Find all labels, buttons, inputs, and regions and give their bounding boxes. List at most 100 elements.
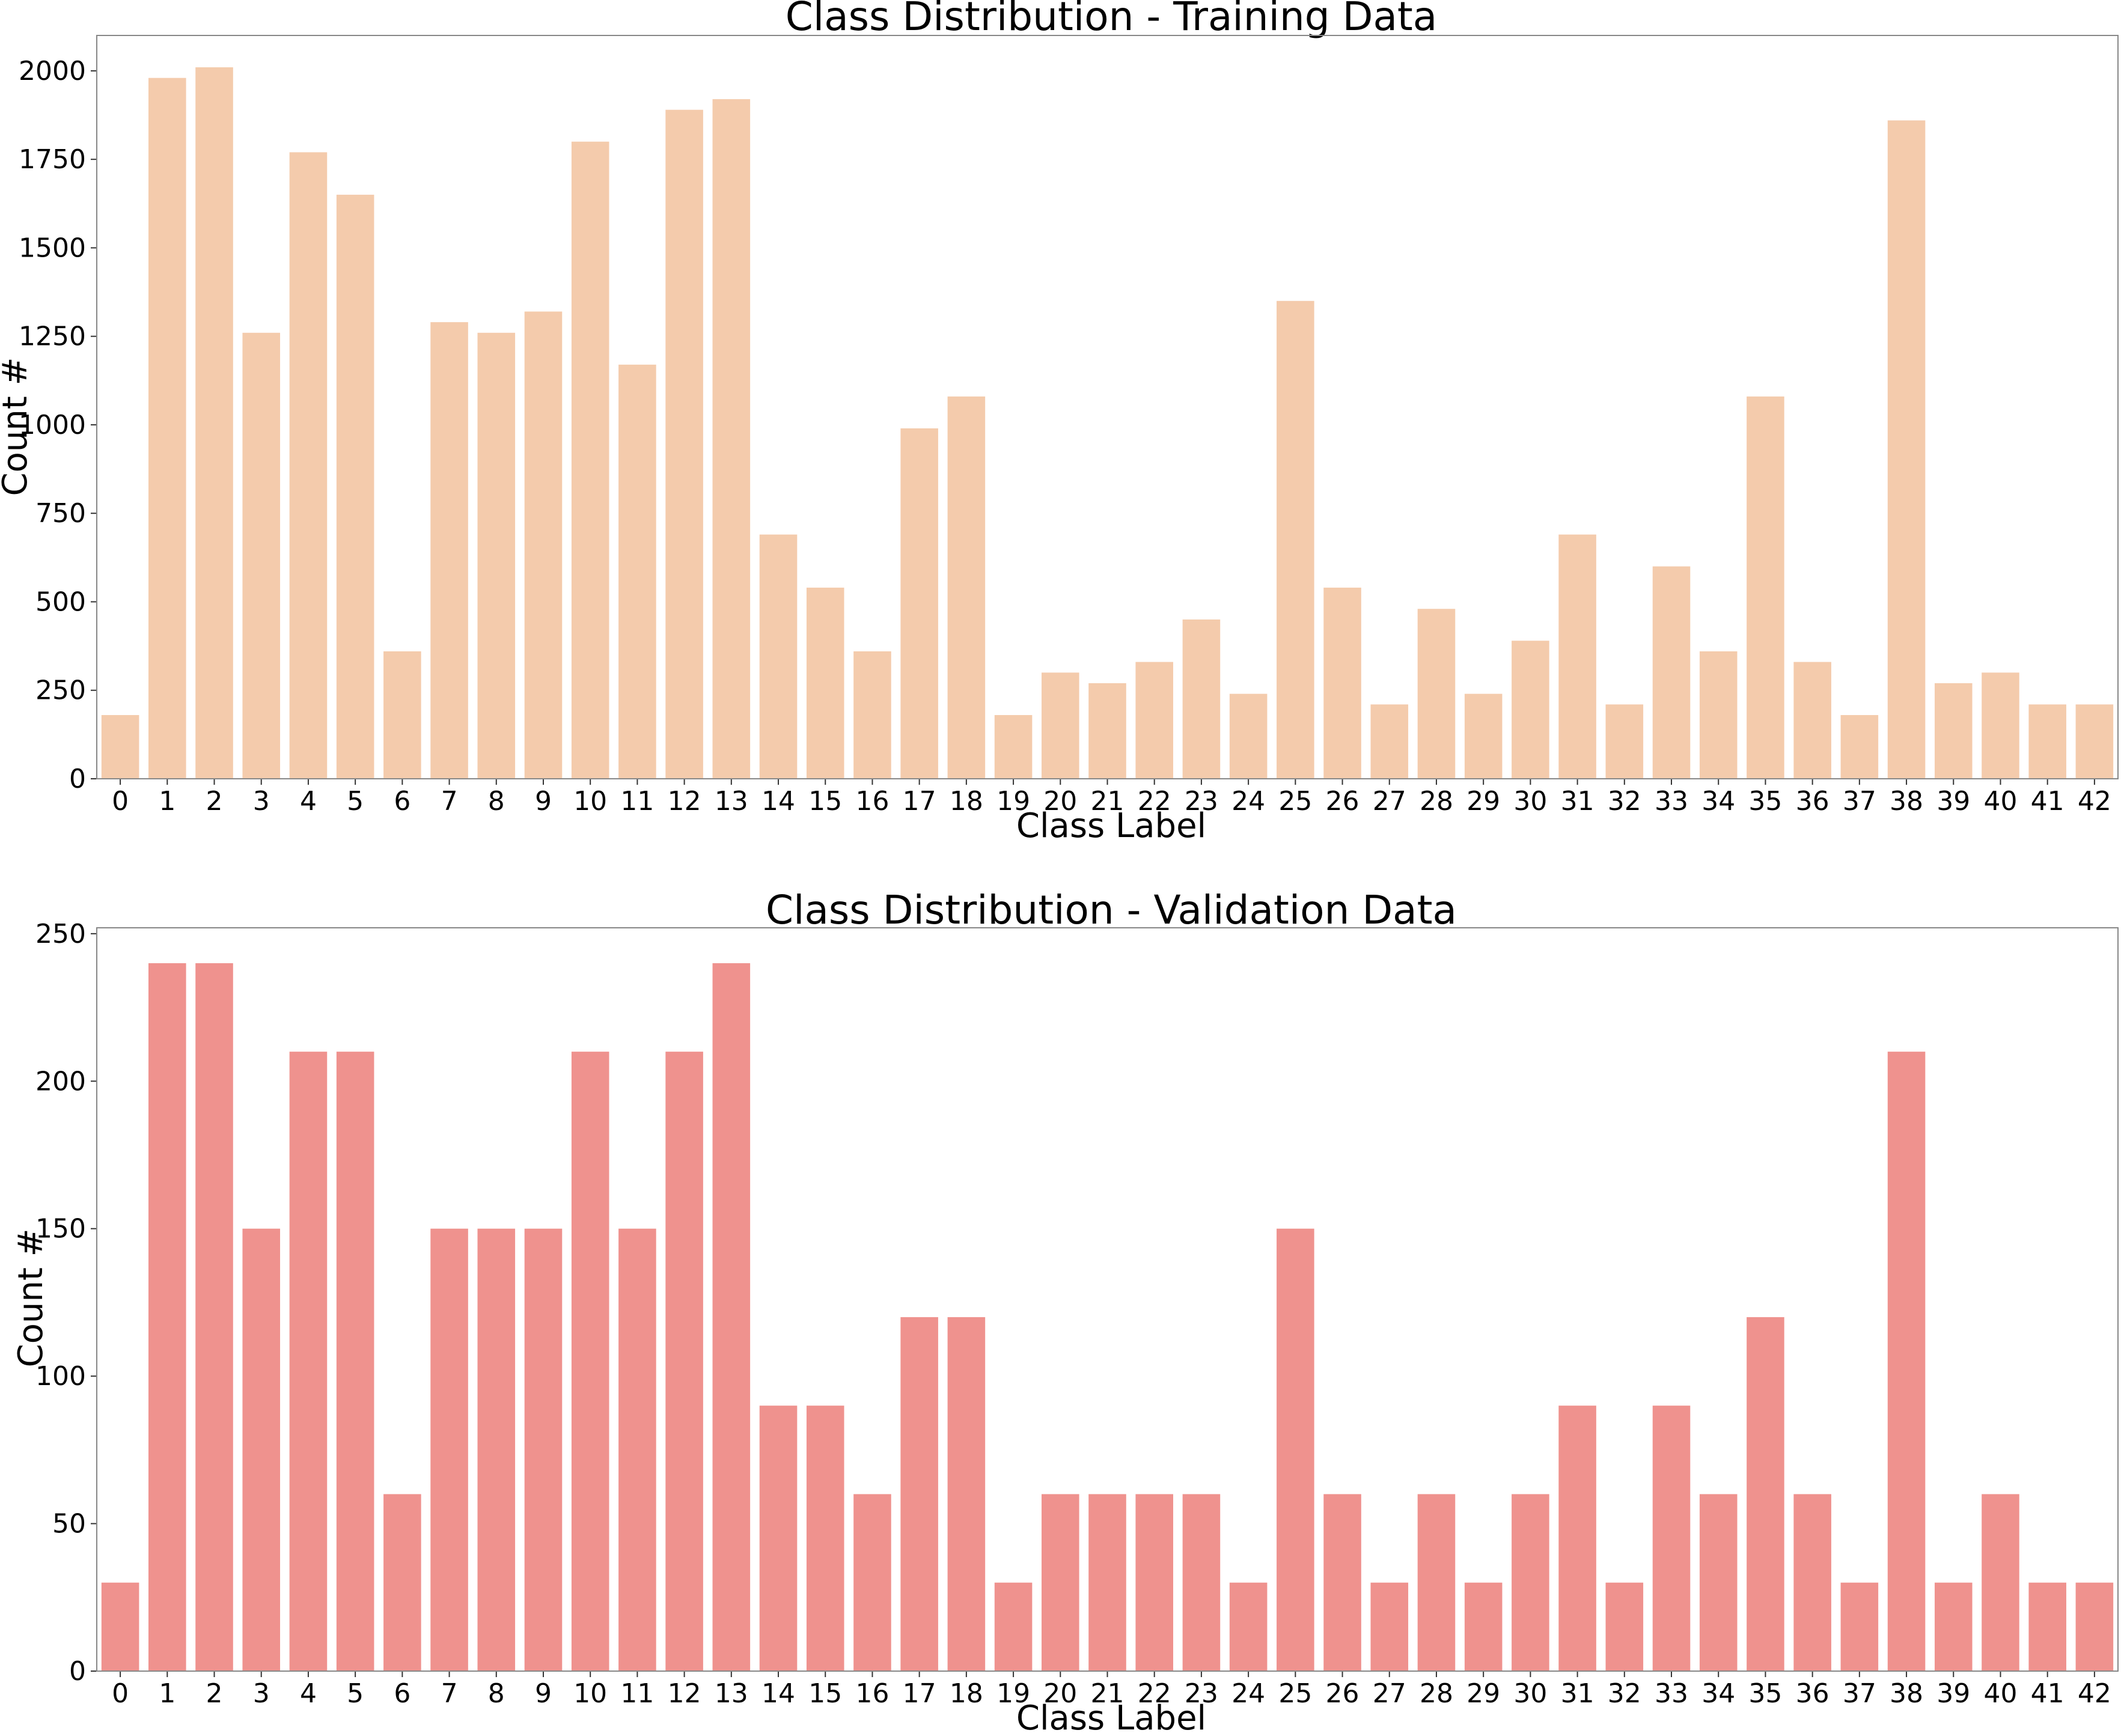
training-x-tick-label: 29 xyxy=(1466,786,1500,817)
validation-x-tick-label: 15 xyxy=(808,1678,842,1709)
validation-y-tick-label: 250 xyxy=(35,919,86,949)
training-x-tick-label: 36 xyxy=(1796,786,1829,817)
validation-x-tick-label: 40 xyxy=(1983,1678,2017,1709)
validation-y-axis-label: Count # xyxy=(11,1228,50,1367)
training-x-tick-label: 14 xyxy=(761,786,795,817)
validation-bar-29 xyxy=(1464,1582,1503,1671)
validation-chart-title: Class Distribution - Validation Data xyxy=(766,887,1457,933)
validation-x-tick-label: 33 xyxy=(1655,1678,1688,1709)
training-x-tick-label: 23 xyxy=(1185,786,1218,817)
validation-x-tick-label: 27 xyxy=(1373,1678,1406,1709)
validation-x-tick-label: 30 xyxy=(1513,1678,1547,1709)
training-bar-20 xyxy=(1042,672,1079,779)
training-bar-8 xyxy=(477,332,516,779)
training-x-tick-label: 32 xyxy=(1608,786,1641,817)
validation-x-tick-label: 9 xyxy=(535,1678,552,1709)
training-chart-title: Class Distribution - Training Data xyxy=(786,0,1437,40)
validation-y-tick-label: 100 xyxy=(35,1361,86,1392)
validation-y-axis-ticks: 0 50 100 150 200 250 xyxy=(35,919,97,1687)
training-bar-24 xyxy=(1229,693,1268,779)
validation-bar-33 xyxy=(1652,1406,1691,1671)
training-bar-15 xyxy=(806,587,844,779)
validation-bar-7 xyxy=(430,1228,468,1671)
training-bar-11 xyxy=(618,364,656,779)
validation-bar-14 xyxy=(759,1406,798,1671)
training-x-tick-label: 7 xyxy=(441,786,458,817)
validation-bar-0 xyxy=(101,1582,139,1671)
training-y-tick-label: 1750 xyxy=(19,144,86,175)
training-x-tick-label: 28 xyxy=(1420,786,1453,817)
validation-bar-8 xyxy=(477,1228,516,1671)
validation-bar-27 xyxy=(1370,1582,1409,1671)
training-x-tick-label: 11 xyxy=(620,786,654,817)
validation-x-tick-label: 24 xyxy=(1231,1678,1265,1709)
validation-bar-26 xyxy=(1323,1494,1361,1671)
training-x-tick-label: 33 xyxy=(1655,786,1688,817)
validation-x-tick-label: 25 xyxy=(1278,1678,1312,1709)
training-y-tick-label: 750 xyxy=(35,498,86,529)
validation-y-tick-label: 150 xyxy=(35,1214,86,1244)
training-x-tick-label: 37 xyxy=(1843,786,1876,817)
validation-bar-1 xyxy=(148,963,186,1671)
training-x-tick-label: 30 xyxy=(1513,786,1547,817)
training-bar-19 xyxy=(994,714,1033,779)
training-x-tick-label: 10 xyxy=(573,786,607,817)
training-bar-22 xyxy=(1135,662,1173,779)
validation-bar-9 xyxy=(524,1228,563,1671)
validation-bar-32 xyxy=(1605,1582,1644,1671)
training-x-tick-label: 3 xyxy=(253,786,270,817)
training-x-tick-label: 40 xyxy=(1983,786,2017,817)
validation-bar-31 xyxy=(1558,1406,1596,1671)
validation-x-tick-label: 38 xyxy=(1890,1678,1923,1709)
training-bar-41 xyxy=(2028,704,2066,779)
validation-bar-15 xyxy=(806,1406,844,1671)
training-x-tick-label: 22 xyxy=(1138,786,1171,817)
validation-bar-19 xyxy=(994,1582,1033,1671)
validation-x-tick-label: 36 xyxy=(1796,1678,1829,1709)
training-x-tick-label: 0 xyxy=(112,786,129,817)
validation-bar-23 xyxy=(1182,1494,1221,1671)
training-y-tick-label: 250 xyxy=(35,675,86,706)
training-bar-40 xyxy=(1982,672,2019,779)
training-x-tick-label: 13 xyxy=(715,786,748,817)
training-y-tick-label: 1500 xyxy=(19,233,86,263)
training-x-axis-label: Class Label xyxy=(1016,806,1206,845)
training-bar-1 xyxy=(148,78,186,779)
validation-bar-13 xyxy=(712,963,751,1671)
validation-bar-24 xyxy=(1229,1582,1268,1671)
training-y-tick-label: 1250 xyxy=(19,321,86,352)
validation-x-tick-label: 20 xyxy=(1043,1678,1077,1709)
training-x-tick-label: 6 xyxy=(394,786,410,817)
training-x-tick-label: 4 xyxy=(300,786,317,817)
validation-bar-38 xyxy=(1887,1052,1926,1671)
training-y-tick-label: 0 xyxy=(69,764,86,794)
training-bar-7 xyxy=(430,322,468,779)
training-bar-21 xyxy=(1088,683,1126,779)
validation-x-tick-label: 13 xyxy=(715,1678,748,1709)
validation-bar-20 xyxy=(1042,1494,1079,1671)
training-bar-39 xyxy=(1934,683,1973,779)
validation-x-tick-label: 11 xyxy=(620,1678,654,1709)
training-y-tick-label: 500 xyxy=(35,586,86,617)
validation-bar-4 xyxy=(289,1052,328,1671)
validation-x-tick-label: 26 xyxy=(1326,1678,1360,1709)
validation-x-tick-label: 1 xyxy=(159,1678,175,1709)
training-y-tick-label: 2000 xyxy=(19,56,86,87)
training-y-tick-label: 1000 xyxy=(19,410,86,440)
training-x-tick-label: 27 xyxy=(1373,786,1406,817)
validation-bar-11 xyxy=(618,1228,656,1671)
validation-x-tick-label: 22 xyxy=(1138,1678,1171,1709)
validation-x-tick-label: 2 xyxy=(206,1678,223,1709)
training-bar-12 xyxy=(665,109,703,779)
training-bar-28 xyxy=(1417,609,1456,779)
validation-y-tick-label: 50 xyxy=(52,1509,86,1540)
validation-x-tick-label: 3 xyxy=(253,1678,270,1709)
validation-x-tick-label: 29 xyxy=(1466,1678,1500,1709)
validation-x-tick-label: 5 xyxy=(347,1678,364,1709)
validation-x-tick-label: 7 xyxy=(441,1678,458,1709)
validation-x-tick-label: 37 xyxy=(1843,1678,1876,1709)
training-x-tick-label: 34 xyxy=(1701,786,1735,817)
training-x-axis-ticks: 0 1 2 3 4 5 6 7 8 9 10 11 12 13 14 15 16 17 18 19 20 21 22 23 24… xyxy=(112,779,2111,817)
validation-x-axis-ticks: 0 1 2 3 4 5 6 7 8 9 10 11 12 13 14 15 16 17 18 19 20 21 22 23 24… xyxy=(112,1671,2111,1709)
training-x-tick-label: 18 xyxy=(950,786,983,817)
